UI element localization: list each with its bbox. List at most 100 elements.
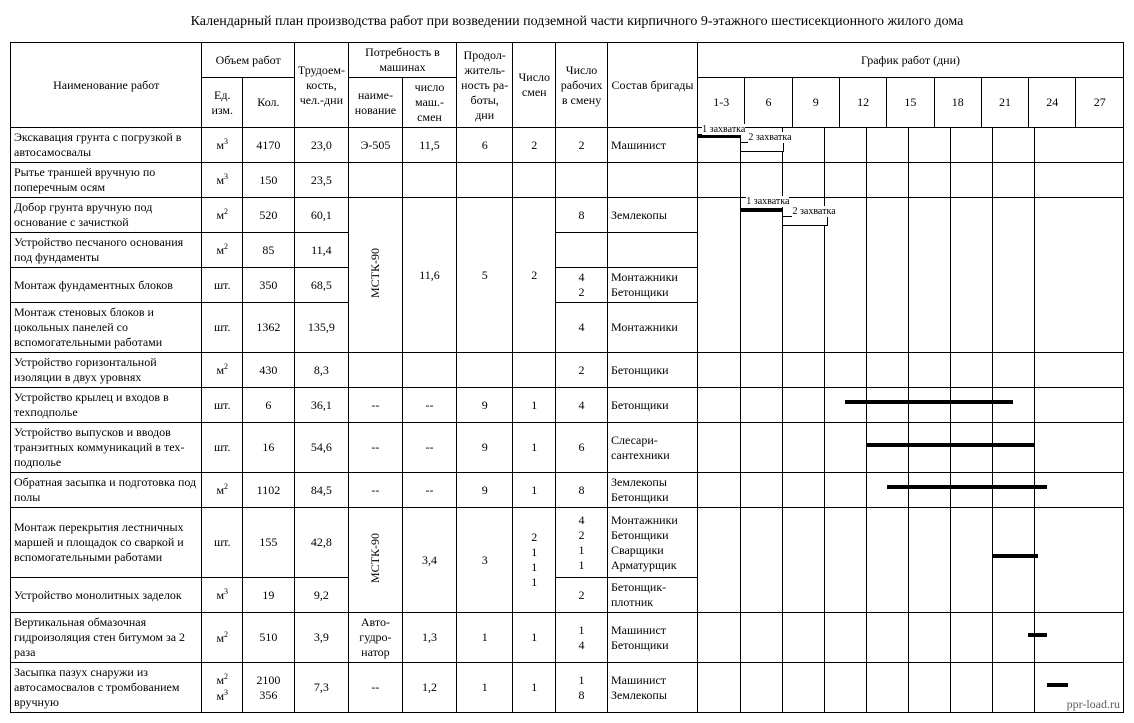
qty: 150 (243, 163, 295, 198)
gantt-cell (698, 163, 1124, 198)
gantt-cell (698, 663, 1124, 713)
machine: -- (348, 473, 402, 508)
labor: 54,6 (294, 423, 348, 473)
h-day: 24 (1029, 78, 1076, 128)
gantt-bar (1028, 633, 1047, 637)
labor: 36,1 (294, 388, 348, 423)
unit: м3 (202, 163, 243, 198)
gantt-cell (698, 423, 1124, 473)
h-workers: Число рабочих в смену (556, 43, 608, 128)
qty: 2100356 (243, 663, 295, 713)
qty: 1102 (243, 473, 295, 508)
h-duration: Продол-житель-ность ра-боты, дни (457, 43, 513, 128)
machine (348, 353, 402, 388)
qty: 6 (243, 388, 295, 423)
machine: -- (348, 388, 402, 423)
h-unit: Ед. изм. (202, 78, 243, 128)
unit: шт. (202, 508, 243, 578)
machine: Авто-гудро-натор (348, 613, 402, 663)
gantt-bar (992, 554, 1038, 558)
table-row: Устройство крылец и входов в техподполье… (11, 388, 1124, 423)
workers: 18 (556, 663, 608, 713)
workers: 2 (556, 128, 608, 163)
labor: 7,3 (294, 663, 348, 713)
unit: м2м3 (202, 663, 243, 713)
work-name: Монтаж фундаментных блоков (11, 268, 202, 303)
work-name: Обратная засыпка и подготовка под полы (11, 473, 202, 508)
table-row: Добор грунта вручную под основание с зач… (11, 198, 1124, 233)
h-day: 9 (792, 78, 839, 128)
h-day: 27 (1076, 78, 1124, 128)
work-name: Вертикальная обмазочная гидроизоляция ст… (11, 613, 202, 663)
table-row: Засыпка пазух снаружи из автосамосвалов … (11, 663, 1124, 713)
table-body: Экскавация грунта с погрузкой в автосамо… (11, 128, 1124, 713)
workers: 4211 (556, 508, 608, 578)
qty: 155 (243, 508, 295, 578)
h-volume: Объем работ (202, 43, 294, 78)
table-row: Вертикальная обмазочная гидроизоляция ст… (11, 613, 1124, 663)
work-name: Рытье траншей вручную по поперечным осям (11, 163, 202, 198)
unit: шт. (202, 388, 243, 423)
gantt-bar (866, 443, 1034, 447)
workers: 14 (556, 613, 608, 663)
gantt-label: 2 захватка (792, 206, 835, 217)
crew: Бетонщики (607, 388, 697, 423)
work-name: Устройство горизонтальной изоляции в дву… (11, 353, 202, 388)
work-name: Устройство выпусков и вводов транзитных … (11, 423, 202, 473)
h-labor: Трудоем-кость, чел.-дни (294, 43, 348, 128)
gantt-cell: 1 захватка2 захватка (698, 198, 1124, 353)
work-name: Устройство монолитных заделок (11, 578, 202, 613)
table-row: Монтаж перекрытия лестничных маршей и пл… (11, 508, 1124, 578)
gantt-label: 2 захватка (748, 132, 791, 143)
crew: Бетонщики (607, 353, 697, 388)
gantt-box (740, 142, 784, 152)
crew: Землекопы (607, 198, 697, 233)
work-name: Устройство крылец и входов в техподполье (11, 388, 202, 423)
h-day: 15 (887, 78, 934, 128)
labor: 23,5 (294, 163, 348, 198)
h-chart: График работ (дни) (698, 43, 1124, 78)
h-qty: Кол. (243, 78, 295, 128)
gantt-cell (698, 508, 1124, 613)
qty: 430 (243, 353, 295, 388)
crew: МашинистЗемлекопы (607, 663, 697, 713)
machine: МСТК-90 (348, 508, 402, 613)
h-shifts: Число смен (513, 43, 556, 128)
qty: 16 (243, 423, 295, 473)
qty: 520 (243, 198, 295, 233)
gantt-cell: 1 захватка2 захватка (698, 128, 1124, 163)
unit: м2 (202, 353, 243, 388)
watermark: ppr-load.ru (1067, 697, 1120, 712)
h-crew: Состав бригады (607, 43, 697, 128)
labor: 3,9 (294, 613, 348, 663)
labor: 23,0 (294, 128, 348, 163)
h-name: Наименование работ (11, 43, 202, 128)
qty: 4170 (243, 128, 295, 163)
h-mshifts: число маш.-смен (402, 78, 456, 128)
workers: 8 (556, 198, 608, 233)
h-day: 1-3 (698, 78, 745, 128)
work-name: Устройство песчаного основания под фунда… (11, 233, 202, 268)
shifts: 2111 (513, 508, 556, 613)
workers (556, 163, 608, 198)
unit: м2 (202, 473, 243, 508)
work-name: Монтаж стеновых блоков и цокольных панел… (11, 303, 202, 353)
workers: 4 (556, 388, 608, 423)
crew: МашинистБетонщики (607, 613, 697, 663)
table-row: Устройство выпусков и вводов транзитных … (11, 423, 1124, 473)
labor: 84,5 (294, 473, 348, 508)
gantt-cell (698, 613, 1124, 663)
crew: Машинист (607, 128, 697, 163)
gantt-bar (845, 400, 1013, 404)
h-day: 12 (839, 78, 886, 128)
gantt-cell (698, 473, 1124, 508)
gantt-bar (740, 208, 782, 212)
table-row: Экскавация грунта с погрузкой в автосамо… (11, 128, 1124, 163)
workers: 2 (556, 353, 608, 388)
workers: 6 (556, 423, 608, 473)
unit: м2 (202, 613, 243, 663)
machine (348, 163, 402, 198)
h-mname: наиме-нование (348, 78, 402, 128)
h-day: 21 (981, 78, 1028, 128)
work-name: Добор грунта вручную под основание с зач… (11, 198, 202, 233)
